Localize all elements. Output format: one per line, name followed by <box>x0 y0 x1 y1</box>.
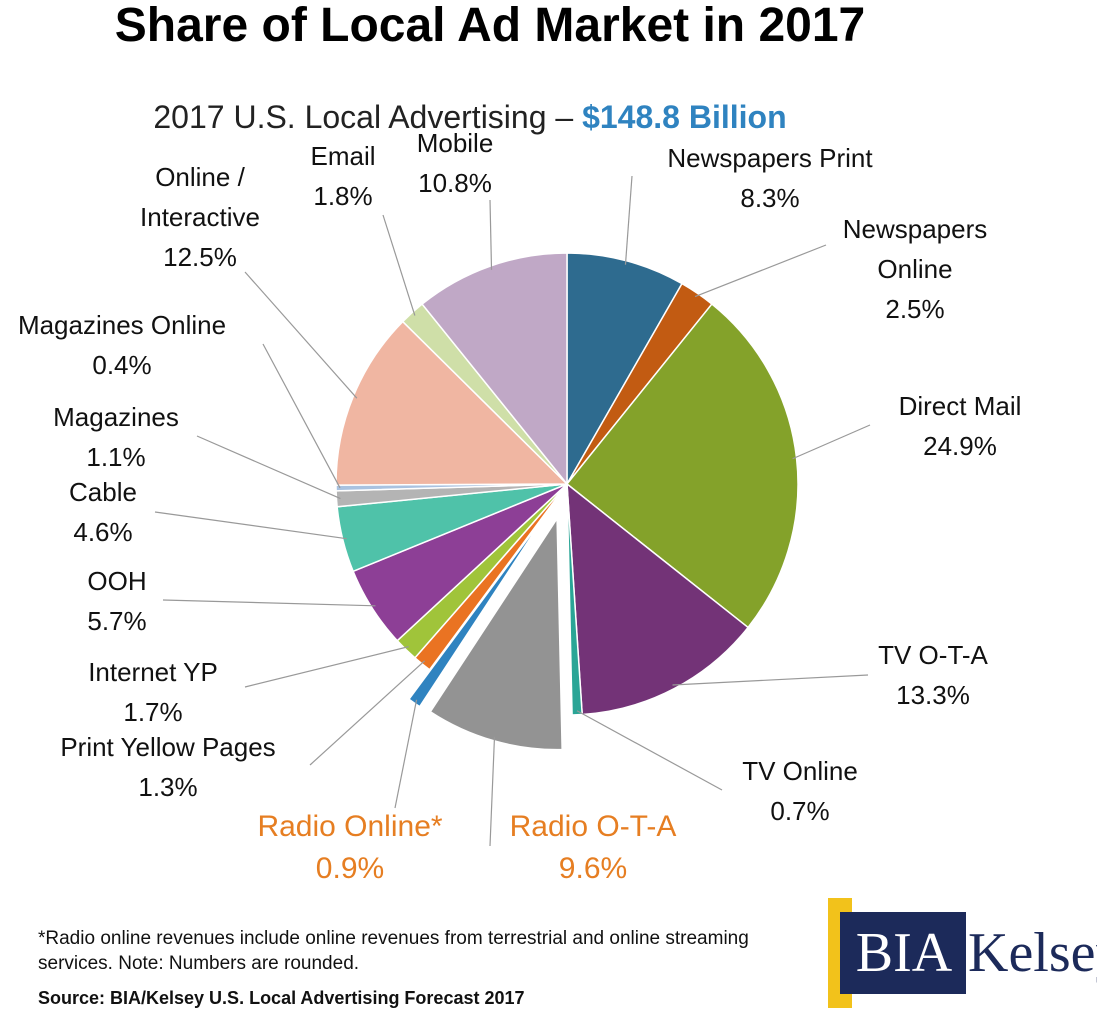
pie-slice-mobile <box>421 252 568 487</box>
leader-line-cable <box>154 511 347 540</box>
pie-slice-online-interactive <box>335 320 569 486</box>
logo-bia-text: BIA <box>855 922 953 984</box>
leader-line-mobile <box>489 199 493 270</box>
slice-label-newspapers-online-2: Online <box>877 254 952 284</box>
leader-line-magazines <box>196 435 341 500</box>
leader-line-internet-yp <box>244 646 409 688</box>
page-title: Share of Local Ad Market in 2017 <box>114 0 866 52</box>
leader-line-newspapers-online <box>694 244 827 298</box>
slice-label-ooh: OOH <box>87 566 146 596</box>
slice-label-radio-online: Radio Online* <box>257 810 442 843</box>
slice-value-radio-online: 0.9% <box>316 852 384 885</box>
pie-chart: 2017 U.S. Local Advertising – $148.8 Bil… <box>18 99 1021 885</box>
slice-label-newspapers-online-1: Newspapers <box>843 214 988 244</box>
pie-slice-tv-o-t-a <box>566 482 750 716</box>
slice-value-mobile: 10.8% <box>418 168 492 198</box>
leader-line-tv-o-t-a <box>672 674 869 686</box>
source-note: Source: BIA/Kelsey U.S. Local Advertisin… <box>38 988 525 1008</box>
pie-slice-radio-online <box>407 513 548 708</box>
slice-value-internet-yp: 1.7% <box>123 697 182 727</box>
slice-value-magazines-online: 0.4% <box>92 350 151 380</box>
leader-line-magazines-online <box>262 343 341 489</box>
slice-value-cable: 4.6% <box>73 517 132 547</box>
bia-kelsey-logo: BIA Kelsey <box>828 898 1097 1008</box>
slice-label-direct-mail: Direct Mail <box>899 391 1022 421</box>
chart-subtitle-highlight: $148.8 Billion <box>582 99 787 135</box>
leader-line-online-interactive <box>244 271 358 399</box>
pie-slice-newspapers-print <box>566 252 683 487</box>
pie-slice-tv-online <box>566 483 584 716</box>
leader-line-tv-online <box>576 710 723 791</box>
leader-line-radio-o-t-a <box>489 736 496 847</box>
pie-slice-radio-o-t-a <box>429 516 563 751</box>
leader-line-newspapers-print <box>624 175 633 265</box>
leader-lines <box>154 175 871 847</box>
slice-value-magazines: 1.1% <box>86 442 145 472</box>
slice-label-cable: Cable <box>69 477 137 507</box>
leader-line-print-yellow-pages <box>309 660 426 766</box>
slice-value-newspapers-print: 8.3% <box>740 183 799 213</box>
slice-value-tv-o-t-a: 13.3% <box>896 680 970 710</box>
slice-value-ooh: 5.7% <box>87 606 146 636</box>
pie-slice-direct-mail <box>565 303 799 629</box>
leader-line-radio-online <box>394 699 418 809</box>
leader-line-email <box>382 214 416 316</box>
chart-subtitle: 2017 U.S. Local Advertising – $148.8 Bil… <box>153 99 786 135</box>
slice-label-magazines-online: Magazines Online <box>18 310 226 340</box>
slice-label-internet-yp: Internet YP <box>88 657 218 687</box>
slice-label-online-interactive-1: Online / <box>155 162 245 192</box>
slice-label-magazines: Magazines <box>53 402 179 432</box>
leader-line-direct-mail <box>792 424 871 460</box>
slice-label-mobile: Mobile <box>417 128 494 158</box>
slice-label-radio-o-t-a: Radio O-T-A <box>510 810 677 843</box>
slice-label-online-interactive-2: Interactive <box>140 202 260 232</box>
slice-value-email: 1.8% <box>313 181 372 211</box>
slice-label-tv-o-t-a: TV O-T-A <box>878 640 988 670</box>
chart-subtitle-prefix: 2017 U.S. Local Advertising – <box>153 99 582 135</box>
slice-value-print-yellow-pages: 1.3% <box>138 772 197 802</box>
slice-label-tv-online: TV Online <box>742 756 858 786</box>
logo-box <box>840 912 966 994</box>
logo-kelsey-text: Kelsey <box>968 922 1097 984</box>
slice-labels: Newspapers Print 8.3% Newspapers Online 2.5%… <box>18 128 1021 885</box>
slice-value-newspapers-online: 2.5% <box>885 294 944 324</box>
slice-value-radio-o-t-a: 9.6% <box>559 852 627 885</box>
leader-line-ooh <box>162 599 376 607</box>
slice-value-direct-mail: 24.9% <box>923 431 997 461</box>
slice-label-newspapers-print: Newspapers Print <box>667 143 873 173</box>
slice-value-online-interactive: 12.5% <box>163 242 237 272</box>
slice-label-print-yellow-pages: Print Yellow Pages <box>60 732 275 762</box>
pie-slices <box>335 252 799 751</box>
slice-value-tv-online: 0.7% <box>770 796 829 826</box>
slice-label-email: Email <box>310 141 375 171</box>
footnote: *Radio online revenues include online re… <box>38 928 749 974</box>
